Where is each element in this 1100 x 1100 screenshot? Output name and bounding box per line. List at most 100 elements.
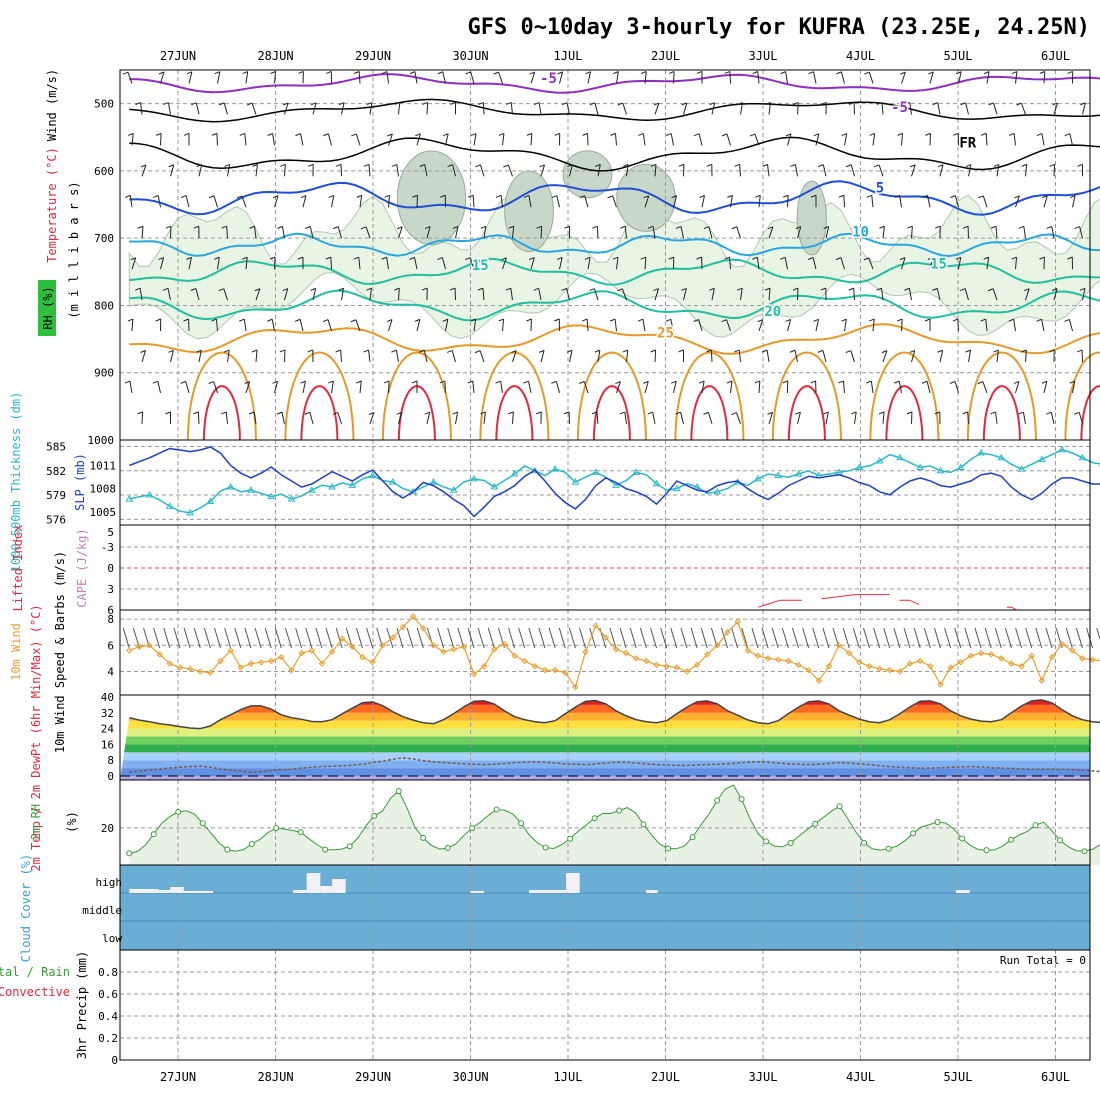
rh-point [689,834,696,841]
precip-tick: 0.8 [98,966,118,979]
wind-speed-point [511,652,518,659]
wind-barb [358,257,361,270]
pressure-tick: 700 [94,232,114,245]
wind-barb [330,257,332,270]
wind-speed-point [207,669,214,676]
wind-barb [1015,195,1020,208]
wind-speed-point [430,642,437,649]
wind-barb [1068,319,1073,332]
wind-barb [245,257,248,270]
thickness-point [247,486,255,493]
wind-barb-flag [239,132,245,136]
thickness-point [307,486,316,493]
wind-speed-point [754,652,762,659]
wind-barb [1079,226,1083,239]
wind-barb-flag [480,225,487,229]
wind-barb-flag [386,319,393,323]
wind-barb [482,288,485,301]
wind-barb [423,350,428,363]
wind-barb-flag [762,163,768,167]
thickness-point [145,491,154,498]
wind-barb-flag [706,349,712,353]
wind-barb-flag [907,225,913,229]
date-label-bottom: 30JUN [452,1070,488,1084]
surface-wind-barb [873,627,881,649]
li-tick: 3 [107,583,114,596]
wind-barb-flag [368,412,375,415]
wind-barb-flag [638,132,644,136]
wind-barb [844,133,848,146]
rh-axis-label: 2m RH [29,804,43,840]
wind-speed-point [318,660,326,667]
wind-barb-flag [307,349,313,353]
pressure-tick: 800 [94,299,114,312]
wind-barb-flag [335,163,342,167]
wind-barb [129,195,133,208]
wind-barb [512,350,517,363]
wind-barb-flag [168,349,174,353]
wind-barb [901,71,906,84]
wind-barb-flag [533,287,539,291]
wind-speed-point [146,642,153,649]
wind-speed-point [795,661,802,669]
wind-barb-flag [641,71,647,74]
wind-barb [842,380,845,393]
wind-barb-flag [873,164,880,168]
wind-barb-flag [736,287,743,291]
surface-wind-barb [994,627,1002,649]
wind-barb-flag [439,380,446,384]
wind-tick: 4 [107,665,114,678]
thickness-point [470,474,478,482]
wind-barb [756,257,760,270]
temperature-band [120,776,1090,780]
surface-wind-barb [1025,627,1033,649]
boundary-contour [869,351,940,441]
wind-barb [937,102,941,115]
wind-barb [654,349,657,362]
wind-barb-flag [1051,288,1058,291]
wind-speed-point [1008,660,1015,667]
surface-wind-barb [1045,627,1053,649]
surface-wind-barb [670,627,678,649]
date-label-top: 5JUL [944,49,973,63]
wind-barb [587,71,591,84]
wind-barb-flag [703,411,709,415]
wind-barb [227,350,230,363]
wind-speed-point [643,657,650,665]
wind-barb [479,350,485,363]
high-cloud-bar [529,890,567,893]
wind-speed-point [987,651,995,658]
wind-barb [853,288,855,301]
surface-wind-barb [305,627,313,649]
wind-barb-flag [452,225,459,229]
wind-barb [901,133,904,146]
slp-tick: 1008 [90,483,117,496]
wind-barb [882,350,888,363]
wind-barb [424,164,428,177]
wind-barb-flag [589,288,595,292]
wind-barb [388,195,391,208]
wind-speed-point [288,666,295,674]
wind-barb-flag [731,412,737,416]
wind-barb [594,288,599,301]
wind-barb [284,288,289,301]
wind-barb [597,350,601,363]
wind-barb-flag [356,380,362,384]
wind-barb-flag [617,288,623,292]
temperature-contour [129,73,1100,94]
wind-barb-flag [613,71,619,75]
wind-barb [901,257,906,270]
wind-barb-flag [567,164,573,168]
wind-barb [213,381,218,394]
wind-barb-flag [267,133,273,136]
slp-tick: 1005 [90,506,117,519]
wind-barb-flag [988,102,994,106]
wind-barb [995,411,998,424]
wind-barb-flag [1036,133,1043,136]
wind-barb-flag [180,380,186,384]
wind-barb-flag [1021,163,1027,167]
thickness-point [956,463,965,471]
wind-barb-flag [671,195,677,199]
wind-barb [500,195,503,208]
wind-barb [909,102,912,115]
